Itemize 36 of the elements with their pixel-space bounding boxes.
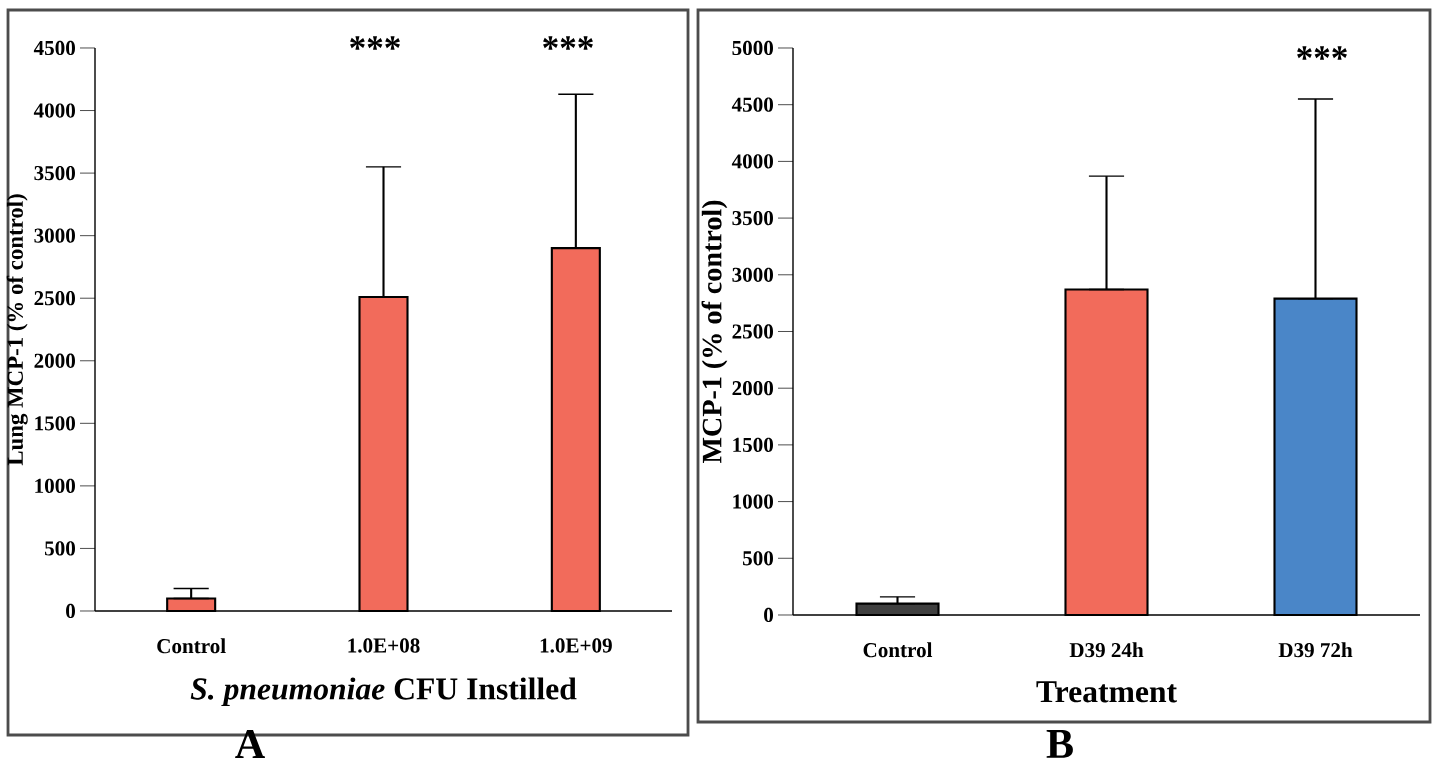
y-tick-label: 5000 <box>732 40 773 56</box>
y-tick-label: 1500 <box>35 416 75 431</box>
y-axis-title: Lung MCP-1 (% of control) <box>6 194 28 466</box>
x-tick-label: D39 72h <box>1278 642 1353 658</box>
y-tick-label: 0 <box>66 603 75 619</box>
y-tick-label: 500 <box>742 551 773 566</box>
x-tick-label: Control <box>157 638 226 654</box>
y-tick-label: 3000 <box>34 228 75 243</box>
text: B <box>1046 730 1073 758</box>
y-tick-label: 1000 <box>733 494 773 509</box>
y-tick-label: 4000 <box>731 154 773 169</box>
y-tick-label: 1000 <box>35 478 75 494</box>
y-tick-label: 4000 <box>33 103 75 118</box>
annotation: *** <box>350 36 400 50</box>
x-axis-title: S. pneumoniae CFU Instilled <box>190 677 577 707</box>
y-tick-label: 2500 <box>34 291 75 306</box>
annotation: *** <box>1297 46 1347 60</box>
annotation: *** <box>543 36 593 50</box>
y-tick-label: 3500 <box>34 165 75 181</box>
x-axis-title: Treatment <box>1036 681 1177 703</box>
x-tick-label: D39 24h <box>1069 642 1144 658</box>
y-tick-label: 2000 <box>34 353 75 368</box>
x-tick-label: 1.0E+09 <box>540 638 612 653</box>
y-tick-label: 500 <box>44 541 75 556</box>
y-tick-label: 4500 <box>731 97 773 112</box>
y-tick-label: 2500 <box>732 324 773 339</box>
y-tick-label: 3500 <box>732 210 773 226</box>
y-axis-title: MCP-1 (% of control) <box>701 200 728 464</box>
y-tick-label: 2000 <box>732 381 773 396</box>
y-tick-label: 3000 <box>732 267 773 282</box>
x-tick-label: Control <box>863 642 933 658</box>
y-tick-label: 4500 <box>33 40 75 56</box>
y-tick-label: 0 <box>764 607 773 623</box>
y-tick-label: 1500 <box>733 437 773 453</box>
text: A <box>235 730 265 758</box>
x-tick-label: 1.0E+08 <box>348 638 420 653</box>
